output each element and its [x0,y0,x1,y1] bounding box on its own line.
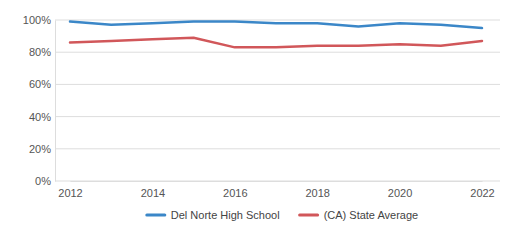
x-tick: 2020 [388,181,412,199]
x-tick: 2016 [223,181,247,199]
grid-line [55,116,500,117]
y-tick: 20% [29,143,55,155]
legend-item: Del Norte High School [147,209,280,221]
x-axis-line [71,181,483,182]
y-tick-label: 0% [35,175,51,187]
x-tick: 2018 [305,181,329,199]
grid-line [55,20,500,21]
x-tick-label: 2020 [388,187,412,199]
x-tick: 2014 [141,181,165,199]
legend-item: (CA) State Average [300,209,419,221]
legend: Del Norte High School (CA) State Average [147,209,418,221]
legend-swatch [147,214,165,217]
x-axis: 2012 2014 2016 2018 2020 2022 [58,181,494,199]
y-axis: 0% 20% 40% 60% 80% 100% [23,14,56,187]
series-line [70,38,482,48]
grid-line [55,181,500,182]
y-tick: 80% [29,46,55,58]
x-tick-label: 2018 [305,187,329,199]
y-tick-label: 20% [29,143,51,155]
legend-swatch [300,214,318,217]
grid-line [55,84,500,85]
y-tick: 100% [23,14,55,26]
y-tick: 60% [29,78,55,90]
y-tick: 0% [35,175,55,187]
y-tick-label: 80% [29,46,51,58]
series-line [70,22,482,28]
x-tick-label: 2022 [470,187,494,199]
x-tick: 2022 [470,181,494,199]
legend-label: Del Norte High School [171,209,280,221]
y-tick-label: 60% [29,78,51,90]
x-tick: 2012 [58,181,82,199]
x-tick-label: 2016 [223,187,247,199]
y-axis-line [55,21,56,182]
grid [55,20,500,181]
grid-line [55,52,500,53]
legend-label: (CA) State Average [324,209,419,221]
x-tick-label: 2012 [58,187,82,199]
lines [70,22,482,48]
y-tick: 40% [29,111,55,123]
y-tick-label: 100% [23,14,51,26]
grid-line [55,148,500,149]
x-tick-label: 2014 [141,187,165,199]
chart: 0%20%40%60%80%100%2012201420162018202020… [0,0,524,230]
y-tick-label: 40% [29,111,51,123]
